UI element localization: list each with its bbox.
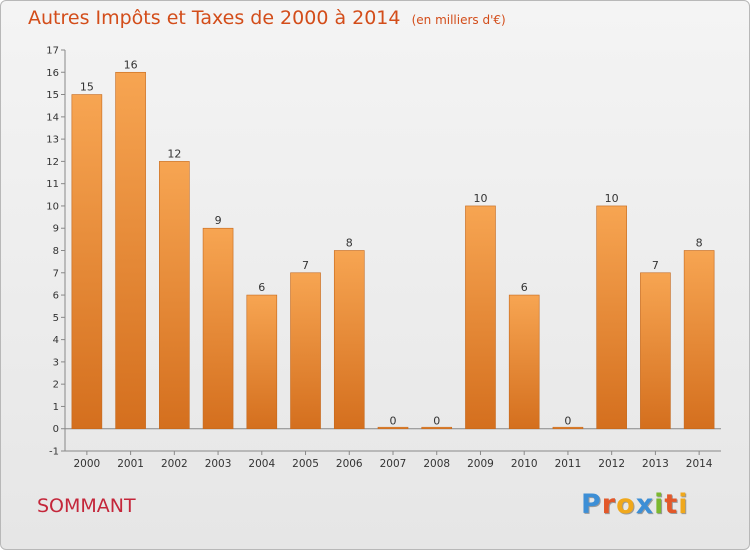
bar <box>465 205 496 430</box>
x-tick-label: 2005 <box>292 458 319 470</box>
logo-letter: i <box>678 489 689 520</box>
y-tick-label: 9 <box>53 224 59 235</box>
y-tick-label: 7 <box>53 268 59 279</box>
bar-value-label: 12 <box>167 147 181 160</box>
y-tick-label: 17 <box>46 46 59 57</box>
x-tick-label: 2014 <box>686 458 713 470</box>
y-tick-label: 16 <box>46 68 59 79</box>
bar-value-label: 8 <box>696 237 703 250</box>
x-axis: 2000 2001 2002 2003 2004 2005 2006 2007 2008 2009… <box>65 428 721 470</box>
y-tick-label: 6 <box>53 291 59 302</box>
bar-value-label: 0 <box>390 415 397 428</box>
chart-title-main: Autres Impôts et Taxes de 2000 à 2014 <box>28 7 401 29</box>
logo-letter: x <box>635 489 655 520</box>
bar <box>333 250 365 430</box>
logo-letter: o <box>616 489 636 520</box>
bar-value-label: 10 <box>605 192 619 205</box>
bar <box>552 426 584 430</box>
y-tick-label: 3 <box>53 357 59 368</box>
x-tick-label: 2010 <box>511 458 538 470</box>
y-tick-label: 11 <box>46 179 59 190</box>
x-tick-label: 2004 <box>248 458 275 470</box>
y-tick-label: 15 <box>46 90 59 101</box>
bars <box>71 71 715 430</box>
bar <box>640 272 671 430</box>
y-tick-label: -1 <box>49 447 59 458</box>
bar-value-label: 6 <box>258 281 265 294</box>
bar-value-label: 0 <box>433 415 440 428</box>
bar <box>683 250 715 430</box>
logo-letter: P <box>581 489 602 520</box>
proxiti-logo: Proxiti <box>581 489 689 520</box>
x-tick-label: 2008 <box>423 458 450 470</box>
bar-value-label: 15 <box>80 81 94 94</box>
bar <box>596 205 627 430</box>
bar <box>202 227 234 430</box>
x-tick-label: 2007 <box>380 458 407 470</box>
x-tick-label: 2001 <box>117 458 144 470</box>
bar <box>71 94 103 430</box>
x-tick-label: 2012 <box>598 458 625 470</box>
bar-value-label: 0 <box>564 415 571 428</box>
bar-value-label: 8 <box>346 237 353 250</box>
logo-letter: r <box>601 489 617 520</box>
logo-letter: t <box>664 489 679 520</box>
chart-subtitle: (en milliers d'€) <box>411 13 506 27</box>
bar <box>115 71 146 430</box>
bar-value-label: 9 <box>215 214 222 227</box>
y-tick-label: 5 <box>53 313 59 324</box>
chart-title: Autres Impôts et Taxes de 2000 à 2014 (e… <box>28 7 506 29</box>
bar-value-label: 7 <box>302 259 309 272</box>
x-tick-label: 2011 <box>555 458 582 470</box>
x-tick-label: 2002 <box>161 458 188 470</box>
bar <box>508 294 540 430</box>
y-tick-label: 2 <box>53 380 59 391</box>
y-tick-label: 13 <box>46 135 59 146</box>
x-tick-label: 2003 <box>205 458 232 470</box>
x-tick-label: 2006 <box>336 458 363 470</box>
y-tick-label: 1 <box>53 402 59 413</box>
y-tick-label: 4 <box>53 335 59 346</box>
bar <box>290 272 321 430</box>
x-tick-label: 2009 <box>467 458 494 470</box>
x-tick-label: 2013 <box>642 458 669 470</box>
bar-value-label: 6 <box>521 281 528 294</box>
y-tick-label: 8 <box>53 246 59 257</box>
bar <box>159 161 190 430</box>
bar <box>377 426 409 430</box>
y-tick-label: 14 <box>46 112 59 123</box>
x-tick-label: 2000 <box>73 458 100 470</box>
bar-value-label: 16 <box>124 58 138 71</box>
y-tick-label: 0 <box>53 424 59 435</box>
y-tick-label: 10 <box>46 201 59 212</box>
bar-value-label: 7 <box>652 259 659 272</box>
bar <box>246 294 278 430</box>
logo-letter: i <box>654 489 665 520</box>
bar <box>421 426 453 430</box>
y-tick-label: 12 <box>46 157 59 168</box>
bar-value-label: 10 <box>473 192 487 205</box>
commune-name: SOMMANT <box>37 495 136 517</box>
data-labels: 15 16 12 9 6 7 8 0 0 10 6 0 10 7 8 <box>80 58 703 427</box>
